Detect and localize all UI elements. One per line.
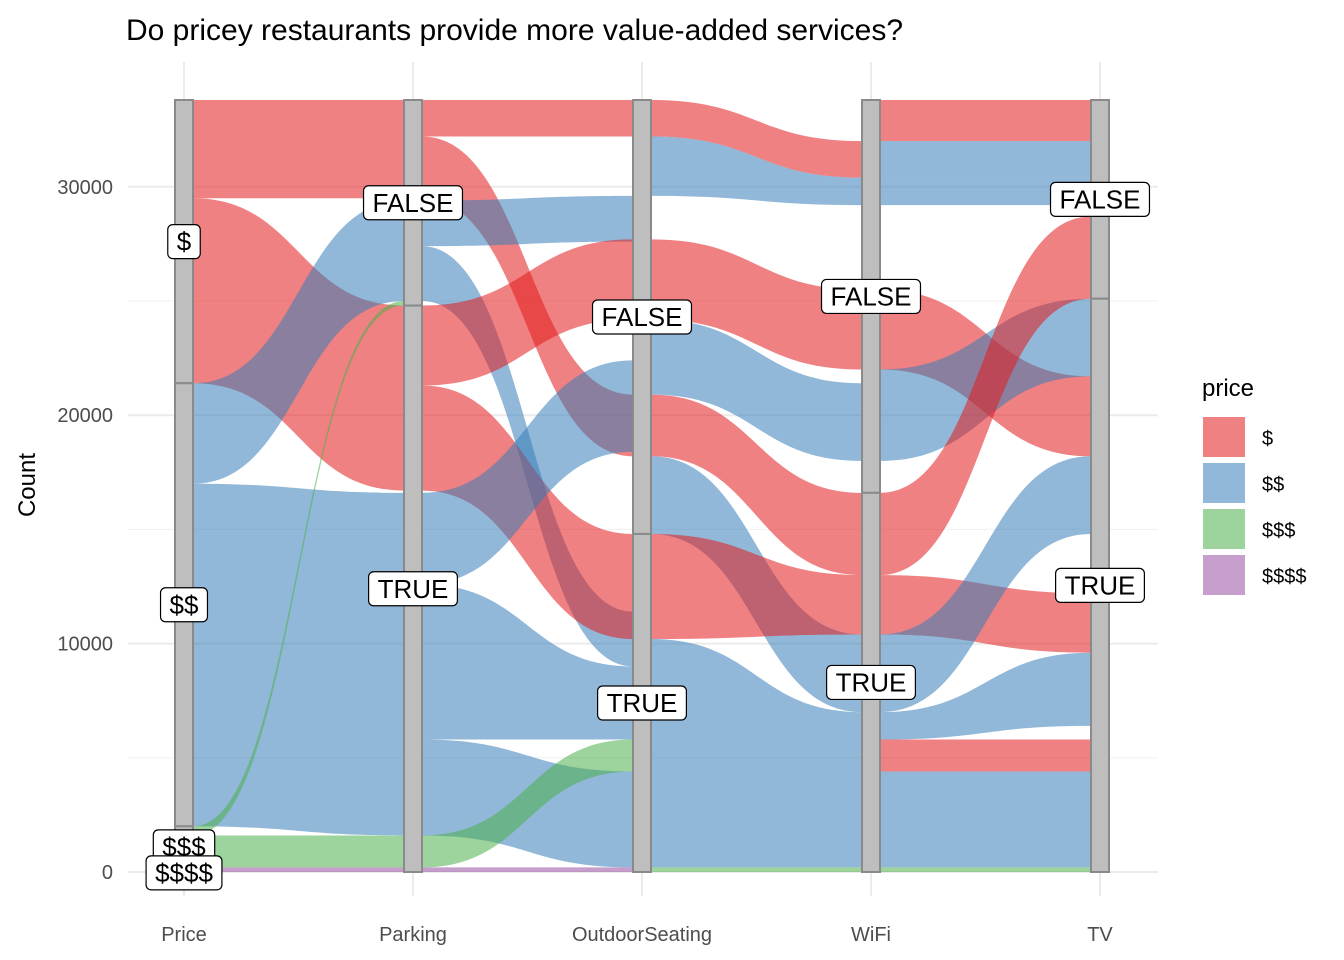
x-tick-label: OutdoorSeating: [572, 924, 712, 946]
flow-band: [422, 584, 633, 740]
stratum-label-text: FALSE: [1060, 184, 1141, 214]
flow-band: [651, 739, 862, 772]
flow-band: [880, 177, 1091, 206]
flow-band: [651, 771, 862, 868]
stratum-labels: $$$$$$$$$$FALSETRUEFALSETRUEFALSETRUEFAL…: [145, 181, 1151, 891]
stratum-label-box: [362, 185, 464, 221]
stratum-label: TRUE: [826, 664, 916, 701]
stratum-label: FALSE: [1049, 181, 1151, 217]
flow-band: [422, 195, 633, 247]
stratum-label-box: [1049, 181, 1151, 217]
stratum-label: TRUE: [597, 685, 687, 721]
flow-band: [651, 394, 862, 576]
stratum-label-box: [826, 664, 916, 701]
stratum-label-text: TRUE: [1065, 570, 1136, 600]
stratum-label-box: [820, 278, 922, 315]
flow-band: [880, 739, 1091, 772]
flow-band: [193, 835, 404, 868]
legend-item: $$$$: [1202, 554, 1307, 598]
legend-item: $$: [1202, 462, 1284, 506]
flow-band: [880, 771, 1091, 868]
flow-band: [880, 652, 1091, 740]
legend-swatch: [1203, 509, 1245, 549]
flow-band: [880, 216, 1091, 576]
flow-band: [651, 639, 862, 740]
stratum-label-box: [368, 571, 458, 607]
legend-swatch: [1203, 417, 1245, 457]
flow-band: [880, 100, 1091, 142]
stratum-label: $$: [159, 587, 209, 623]
flow-band: [422, 739, 633, 868]
flows-layer: [193, 100, 1091, 872]
flow-band: [651, 867, 862, 872]
stratum-label-box: [591, 299, 693, 335]
flow-band: [651, 533, 862, 640]
legend-label: $$$: [1262, 520, 1295, 542]
flow-band: [880, 141, 1091, 178]
stratum-label-text: TRUE: [607, 688, 678, 718]
stratum-label: FALSE: [591, 299, 693, 335]
legend-label: $$$$: [1262, 566, 1307, 588]
legend-item: $: [1202, 416, 1273, 460]
chart-title: Do pricey restaurants provide more value…: [126, 14, 903, 47]
stratum-label: $: [167, 224, 201, 260]
x-tick-label: Parking: [379, 924, 447, 946]
stratum-label: FALSE: [362, 185, 464, 221]
flow-band: [193, 300, 404, 836]
stratum-label-text: FALSE: [831, 281, 912, 311]
y-tick-label: 30000: [57, 177, 113, 199]
flow-band: [193, 483, 404, 836]
stratum-label: $$$$: [145, 855, 223, 891]
y-axis-label: Count: [14, 453, 41, 517]
flow-band: [651, 239, 862, 370]
stratum-label-text: FALSE: [373, 188, 454, 218]
flow-band: [193, 200, 404, 484]
y-tick-label: 10000: [57, 634, 113, 656]
flow-band: [193, 867, 404, 872]
stratum-label: TRUE: [368, 571, 458, 607]
stratum-label-text: TRUE: [378, 574, 449, 604]
legend-label: $: [1262, 428, 1273, 450]
legend-label: $$: [1262, 474, 1284, 496]
x-tick-label: WiFi: [851, 924, 891, 946]
flow-band: [651, 100, 862, 178]
flow-band: [422, 867, 633, 872]
x-tick-label: Price: [161, 924, 207, 946]
stratum-label-box: [597, 685, 687, 721]
legend-title: price: [1202, 375, 1254, 402]
flow-band: [422, 360, 633, 585]
flow-band: [422, 100, 633, 137]
legend-swatch: [1203, 463, 1245, 503]
stratum-label: TRUE: [1055, 567, 1145, 603]
stratum-label: FALSE: [820, 278, 922, 315]
stratum-label-box: [159, 587, 209, 623]
flow-band: [880, 456, 1091, 713]
stratum-label-text: TRUE: [836, 667, 907, 697]
flow-band: [422, 239, 633, 386]
y-tick-label: 0: [102, 862, 113, 884]
flow-band: [880, 867, 1091, 872]
axes: 0 10000 20000 30000 Price Parking OutdoorSeati…: [57, 177, 1113, 946]
stratum-label-box: [167, 224, 201, 260]
legend-item: $$$: [1202, 508, 1295, 552]
x-tick-label: TV: [1087, 924, 1113, 946]
stratum-label-text: $: [177, 227, 192, 257]
legend-swatch: [1203, 555, 1245, 595]
flow-band: [193, 100, 404, 199]
flow-band: [651, 136, 862, 206]
stratum-label-text: $$: [170, 590, 199, 620]
stratum-label-text: FALSE: [602, 302, 683, 332]
stratum-label-box: [1055, 567, 1145, 603]
stratum-label-text: $$$$: [155, 858, 213, 888]
stratum-label-box: [145, 855, 223, 891]
legend: price $$$$$$$$$$: [1202, 375, 1307, 598]
flow-band: [651, 319, 862, 461]
y-tick-label: 20000: [57, 405, 113, 427]
